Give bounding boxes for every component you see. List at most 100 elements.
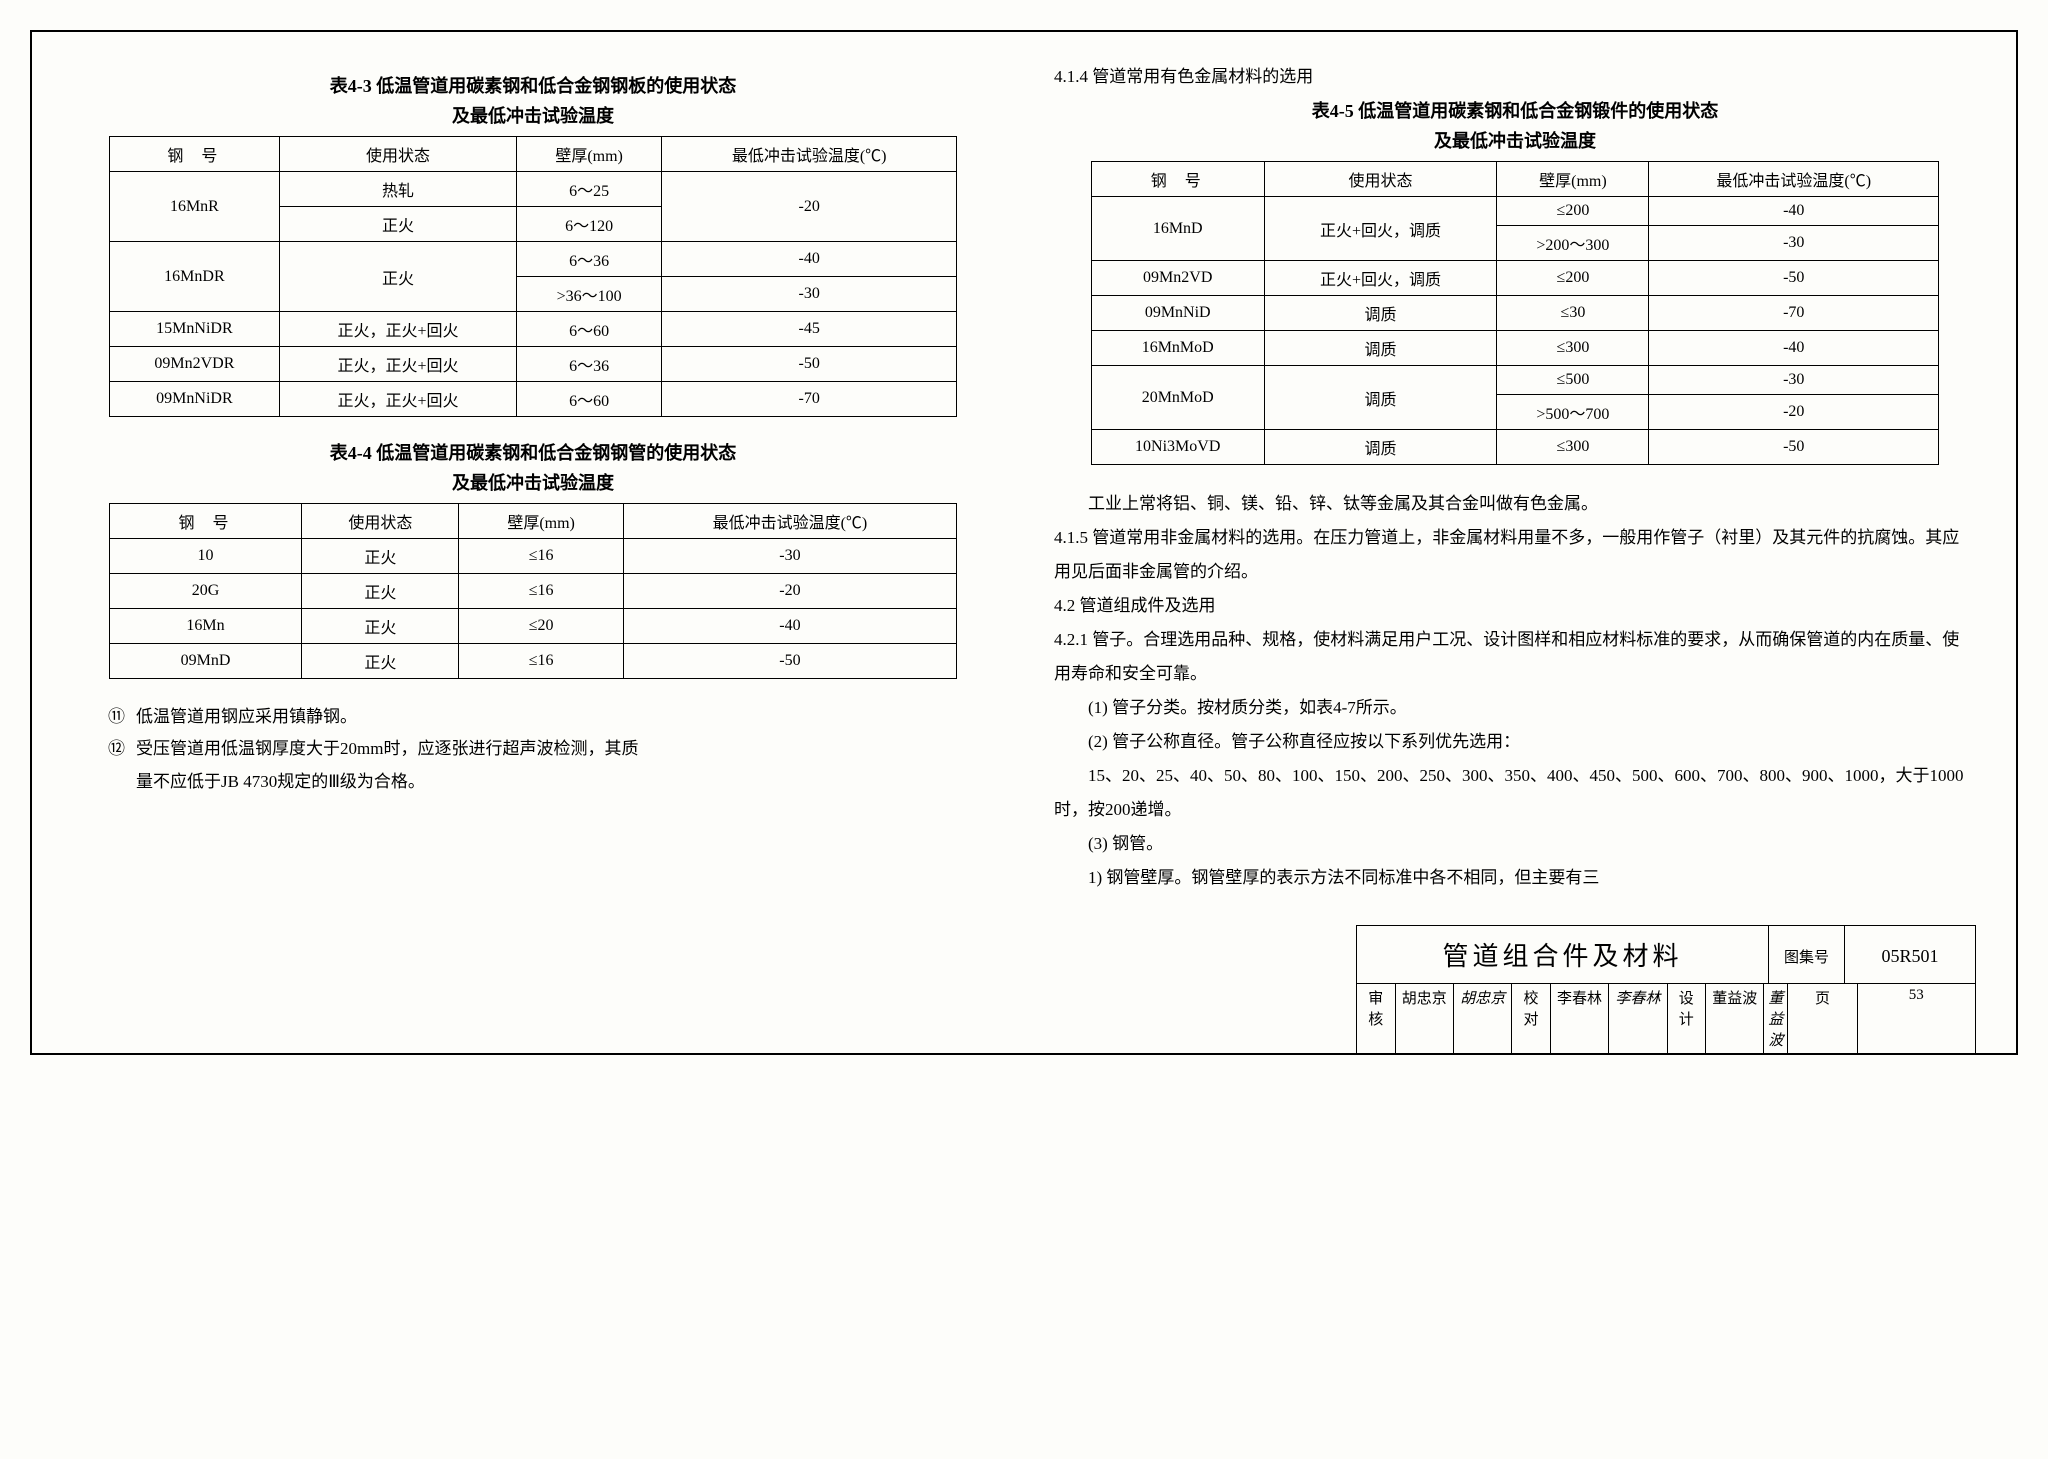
table-4-3: 钢号 使用状态 壁厚(mm) 最低冲击试验温度(℃) 16MnR 热轧 6～25… — [109, 136, 957, 417]
checker-name: 李春林 — [1551, 984, 1609, 1053]
table-4-5-subtitle: 及最低冲击试验温度 — [1054, 127, 1976, 153]
th-steel-no: 钢号 — [109, 137, 279, 172]
th-use-state: 使用状态 — [279, 137, 516, 172]
table-row: 09Mn2VD 正火+回火，调质 ≤200 -50 — [1091, 261, 1938, 296]
table-4-5-title: 表4-5 低温管道用碳素钢和低合金钢锻件的使用状态 — [1054, 97, 1976, 123]
designer-sig: 董益波 — [1764, 984, 1788, 1053]
cell: 6～36 — [517, 242, 662, 277]
cell: ≤300 — [1497, 430, 1649, 465]
table-4-3-title: 表4-3 低温管道用碳素钢和低合金钢钢板的使用状态 — [72, 72, 994, 98]
cell: -70 — [1649, 296, 1939, 331]
cell: 正火 — [302, 644, 459, 679]
list-item: (3) 钢管。 — [1054, 827, 1976, 861]
label-design: 设计 — [1668, 984, 1707, 1053]
cell: -30 — [662, 277, 957, 312]
th-thickness: 壁厚(mm) — [1497, 162, 1649, 197]
cell: 正火，正火+回火 — [279, 382, 516, 417]
cell: ≤20 — [459, 609, 623, 644]
list-item: (2) 管子公称直径。管子公称直径应按以下系列优先选用： — [1054, 725, 1976, 759]
para: 工业上常将铝、铜、镁、铅、锌、钛等金属及其合金叫做有色金属。 — [1054, 487, 1976, 521]
table-row: 09MnD 正火 ≤16 -50 — [109, 644, 956, 679]
table-4-3-subtitle: 及最低冲击试验温度 — [72, 102, 994, 128]
body-text: 工业上常将铝、铜、镁、铅、锌、钛等金属及其合金叫做有色金属。 4.1.5 管道常… — [1054, 487, 1976, 895]
designer-name: 董益波 — [1706, 984, 1764, 1053]
cell: -30 — [1649, 226, 1939, 261]
th-thickness: 壁厚(mm) — [459, 504, 623, 539]
cell: 正火 — [302, 574, 459, 609]
cell: -40 — [1649, 197, 1939, 226]
table-row: 16MnMoD 调质 ≤300 -40 — [1091, 331, 1938, 366]
title-block-row2: 审核 胡忠京 胡忠京 校对 李春林 李春林 设计 董益波 董益波 页 53 — [1357, 983, 1975, 1053]
table-row: 16MnR 热轧 6～25 -20 — [109, 172, 956, 207]
note-marker: ⑪ — [108, 701, 136, 733]
cell: -30 — [623, 539, 956, 574]
title-block-row1: 管道组合件及材料 图集号 05R501 — [1357, 926, 1975, 983]
th-impact-temp: 最低冲击试验温度(℃) — [1649, 162, 1939, 197]
note-11: ⑪ 低温管道用钢应采用镇静钢。 — [108, 701, 994, 733]
cell: ≤200 — [1497, 197, 1649, 226]
right-column: 4.1.4 管道常用有色金属材料的选用 表4-5 低温管道用碳素钢和低合金钢锻件… — [1054, 62, 1976, 895]
table-row: 09Mn2VDR 正火，正火+回火 6～36 -50 — [109, 347, 956, 382]
note-marker: ⑫ — [108, 733, 136, 765]
th-impact-temp: 最低冲击试验温度(℃) — [662, 137, 957, 172]
cell: -50 — [623, 644, 956, 679]
cell: 热轧 — [279, 172, 516, 207]
cell: -70 — [662, 382, 957, 417]
reviewer-name: 胡忠京 — [1396, 984, 1454, 1053]
th-use-state: 使用状态 — [1264, 162, 1497, 197]
page-number: 53 — [1858, 984, 1975, 1053]
table-row: 16Mn 正火 ≤20 -40 — [109, 609, 956, 644]
cell: ≤16 — [459, 539, 623, 574]
cell: 16MnDR — [109, 242, 279, 312]
table-row: 15MnNiDR 正火，正火+回火 6～60 -45 — [109, 312, 956, 347]
cell: 16MnMoD — [1091, 331, 1264, 366]
cell: 调质 — [1264, 331, 1497, 366]
checker-sig: 李春林 — [1609, 984, 1667, 1053]
list-item: (1) 管子分类。按材质分类，如表4-7所示。 — [1054, 691, 1976, 725]
reviewer-sig: 胡忠京 — [1454, 984, 1512, 1053]
cell: 16Mn — [109, 609, 301, 644]
note-text: 低温管道用钢应采用镇静钢。 — [136, 701, 357, 733]
table-4-5: 钢号 使用状态 壁厚(mm) 最低冲击试验温度(℃) 16MnD 正火+回火，调… — [1091, 161, 1939, 465]
cell: 调质 — [1264, 366, 1497, 430]
cell: 20MnMoD — [1091, 366, 1264, 430]
cell: -40 — [1649, 331, 1939, 366]
cell: ≤500 — [1497, 366, 1649, 395]
cell: 正火+回火，调质 — [1264, 261, 1497, 296]
th-steel-no: 钢号 — [109, 504, 301, 539]
cell: 10 — [109, 539, 301, 574]
table-header-row: 钢号 使用状态 壁厚(mm) 最低冲击试验温度(℃) — [1091, 162, 1938, 197]
cell: -45 — [662, 312, 957, 347]
page-frame: 表4-3 低温管道用碳素钢和低合金钢钢板的使用状态 及最低冲击试验温度 钢号 使… — [30, 30, 2018, 1055]
table-row: 09MnNiD 调质 ≤30 -70 — [1091, 296, 1938, 331]
cell: 正火+回火，调质 — [1264, 197, 1497, 261]
th-impact-temp: 最低冲击试验温度(℃) — [623, 504, 956, 539]
table-row: 10 正火 ≤16 -30 — [109, 539, 956, 574]
cell: 09MnNiDR — [109, 382, 279, 417]
cell: -20 — [623, 574, 956, 609]
cell: -50 — [662, 347, 957, 382]
cell: ≤30 — [1497, 296, 1649, 331]
section-4-1-4: 4.1.4 管道常用有色金属材料的选用 — [1054, 62, 1976, 87]
note-12-cont: 量不应低于JB 4730规定的Ⅲ级为合格。 — [108, 766, 994, 798]
cell: 调质 — [1264, 296, 1497, 331]
left-column: 表4-3 低温管道用碳素钢和低合金钢钢板的使用状态 及最低冲击试验温度 钢号 使… — [72, 62, 994, 895]
size-series: 15、20、25、40、50、80、100、150、200、250、300、35… — [1054, 759, 1976, 827]
cell: 09Mn2VD — [1091, 261, 1264, 296]
cell: -40 — [662, 242, 957, 277]
para: 4.2.1 管子。合理选用品种、规格，使材料满足用户工况、设计图样和相应材料标准… — [1054, 623, 1976, 691]
table-4-4-subtitle: 及最低冲击试验温度 — [72, 469, 994, 495]
cell: 09MnD — [109, 644, 301, 679]
para: 4.1.5 管道常用非金属材料的选用。在压力管道上，非金属材料用量不多，一般用作… — [1054, 521, 1976, 589]
cell: >200～300 — [1497, 226, 1649, 261]
drawing-title: 管道组合件及材料 — [1357, 926, 1769, 983]
cell: 16MnR — [109, 172, 279, 242]
cell: 6～25 — [517, 172, 662, 207]
notes-block: ⑪ 低温管道用钢应采用镇静钢。 ⑫ 受压管道用低温钢厚度大于20mm时，应逐张进… — [72, 701, 994, 798]
table-row: 20G 正火 ≤16 -20 — [109, 574, 956, 609]
cell: 正火 — [279, 242, 516, 312]
note-12: ⑫ 受压管道用低温钢厚度大于20mm时，应逐张进行超声波检测，其质 — [108, 733, 994, 765]
cell: >500～700 — [1497, 395, 1649, 430]
cell: 正火，正火+回火 — [279, 347, 516, 382]
th-use-state: 使用状态 — [302, 504, 459, 539]
